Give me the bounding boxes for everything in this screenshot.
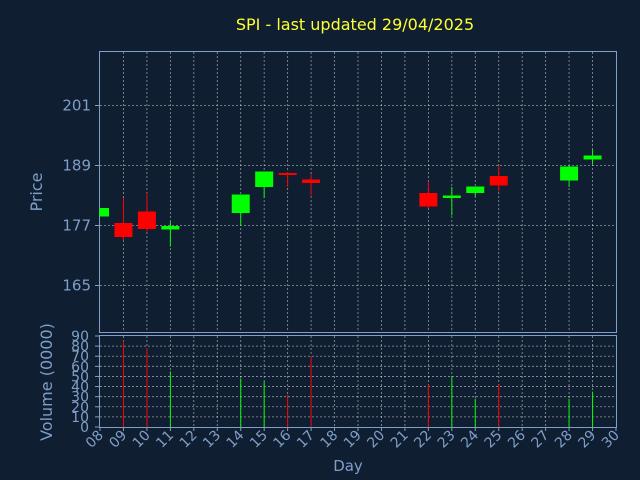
day-tick-label: 23 (435, 428, 459, 452)
volume-tick-label: 60 (71, 359, 89, 375)
candle (560, 165, 579, 187)
day-tick-label: 24 (458, 427, 482, 451)
candle (302, 174, 321, 196)
price-tick-label: 189 (62, 157, 91, 175)
day-axis-ticks: 08 09 10 11 12 13 14 15 16 17 18 19 20 21 22 23 24 25 26 27… (83, 427, 623, 451)
day-tick-label: 20 (364, 428, 388, 452)
candle-body (161, 226, 180, 230)
candle (99, 208, 109, 217)
candle-body (137, 211, 156, 229)
candle-body (231, 194, 250, 213)
candle-body (489, 176, 508, 186)
volume-grid (100, 336, 616, 427)
volume-tick-label: 20 (71, 400, 89, 416)
volume-tick-label: 30 (71, 390, 89, 406)
candle-body (466, 186, 485, 193)
candle-body (278, 173, 297, 175)
volume-tick-label: 50 (71, 369, 89, 385)
volume-series (122, 341, 594, 427)
candle-body (583, 155, 602, 160)
day-tick-label: 30 (599, 428, 623, 452)
day-tick-label: 16 (271, 427, 295, 451)
candle-body (114, 223, 133, 237)
candle (466, 186, 485, 197)
candle (442, 187, 461, 216)
day-tick-label: 21 (388, 428, 412, 452)
day-tick-label: 17 (294, 428, 318, 452)
price-tick-label: 201 (62, 97, 91, 115)
candle (161, 221, 180, 247)
candle-body (100, 208, 109, 217)
candle (231, 194, 250, 226)
day-tick-label: 29 (575, 428, 599, 452)
day-tick-label: 26 (505, 427, 529, 451)
volume-tick-label: 80 (71, 339, 89, 355)
volume-tick-label: 10 (71, 410, 89, 426)
volume-tick-label: 70 (71, 349, 89, 365)
day-tick-label: 14 (224, 427, 248, 451)
day-tick-label: 25 (482, 428, 506, 452)
candle (489, 165, 508, 192)
volume-tick-label: 90 (71, 329, 89, 345)
volume-axis-label: Volume (0000) (37, 323, 56, 441)
candle (278, 172, 297, 187)
day-tick-label: 28 (552, 428, 576, 452)
price-panel-frame (99, 51, 617, 333)
day-tick-label: 13 (200, 428, 224, 452)
volume-tick-label: 0 (80, 420, 89, 436)
day-tick-label: 27 (529, 428, 553, 452)
y-axis-label: Price (27, 172, 46, 211)
day-tick-label: 10 (130, 428, 154, 452)
price-axis-ticks: 165 177 189 201 (62, 97, 100, 295)
candle-body (419, 193, 438, 207)
day-tick-label: 12 (177, 428, 201, 452)
day-tick-label: 19 (341, 428, 365, 452)
candle (583, 149, 602, 164)
day-tick-label: 09 (106, 428, 130, 452)
chart-title: SPI - last updated 29/04/2025 (236, 15, 474, 34)
day-tick-label: 15 (247, 428, 271, 452)
day-tick-label: 22 (411, 428, 435, 452)
candle (419, 181, 438, 208)
candle (255, 171, 274, 198)
candle (137, 193, 156, 232)
x-axis-label: Day (333, 457, 363, 475)
candle-body (560, 166, 579, 181)
candle-body (302, 179, 321, 183)
price-tick-label: 177 (62, 217, 91, 235)
candle-body (255, 171, 274, 187)
price-grid (100, 52, 616, 332)
day-tick-label: 18 (317, 428, 341, 452)
candle-body (442, 195, 461, 198)
price-tick-label: 165 (62, 277, 91, 295)
day-tick-label: 11 (153, 428, 177, 452)
candlestick-series (99, 149, 602, 247)
volume-tick-label: 40 (71, 380, 89, 396)
candle (114, 198, 133, 241)
